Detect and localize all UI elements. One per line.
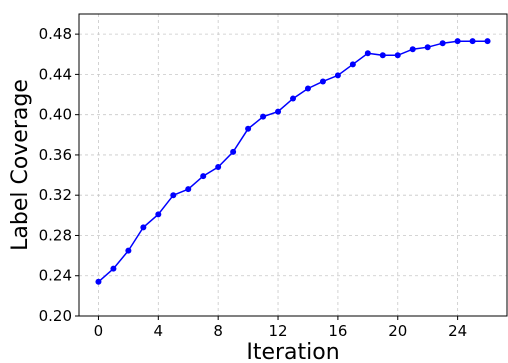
x-tick-label: 8 <box>213 322 223 340</box>
data-point <box>200 173 207 180</box>
data-point <box>379 52 386 59</box>
data-series <box>95 38 491 285</box>
y-tick-label: 0.40 <box>39 106 72 124</box>
data-point <box>424 44 431 51</box>
data-point <box>245 125 252 132</box>
x-tick-label: 24 <box>448 322 467 340</box>
x-tick-label: 12 <box>268 322 287 340</box>
y-axis-title: Label Coverage <box>8 79 33 251</box>
data-point <box>304 85 311 92</box>
data-point <box>170 192 177 199</box>
data-point <box>185 186 192 193</box>
data-point <box>364 50 371 57</box>
data-point <box>409 46 416 53</box>
data-point <box>439 40 446 47</box>
x-tick-label: 4 <box>154 322 164 340</box>
data-point <box>110 265 117 272</box>
data-point <box>290 95 296 102</box>
x-tick-label: 20 <box>388 322 407 340</box>
y-tick-label: 0.48 <box>39 25 72 43</box>
grid-lines <box>79 14 507 317</box>
y-tick-label: 0.32 <box>39 186 72 204</box>
data-point <box>349 61 356 68</box>
data-point <box>275 108 282 115</box>
data-point <box>215 164 222 171</box>
data-point <box>140 224 147 231</box>
data-point <box>454 38 461 45</box>
data-point <box>95 278 102 285</box>
plot-frame <box>78 13 508 317</box>
series-line <box>98 40 488 283</box>
data-point <box>394 52 401 59</box>
data-point <box>469 38 476 45</box>
y-ticks: 0.20 0.24 0.28 0.32 0.36 0.40 0.44 0.48 <box>39 25 79 325</box>
y-tick-label: 0.44 <box>39 65 72 83</box>
data-point <box>484 38 491 45</box>
data-point <box>230 148 237 155</box>
x-tick-label: 0 <box>94 322 104 340</box>
x-axis-title: Iteration <box>246 340 339 363</box>
data-point <box>260 113 267 120</box>
y-tick-label: 0.36 <box>39 146 72 164</box>
y-tick-label: 0.24 <box>39 267 72 285</box>
data-point <box>334 72 341 79</box>
y-tick-label: 0.20 <box>39 307 72 325</box>
data-point <box>125 247 132 254</box>
data-point <box>319 78 326 85</box>
data-point <box>155 211 162 218</box>
y-tick-label: 0.28 <box>39 226 72 244</box>
x-ticks: 0 4 8 12 16 20 24 <box>94 316 467 340</box>
x-tick-label: 16 <box>328 322 347 340</box>
